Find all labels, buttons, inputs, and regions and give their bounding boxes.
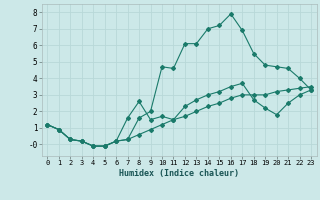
X-axis label: Humidex (Indice chaleur): Humidex (Indice chaleur) — [119, 169, 239, 178]
